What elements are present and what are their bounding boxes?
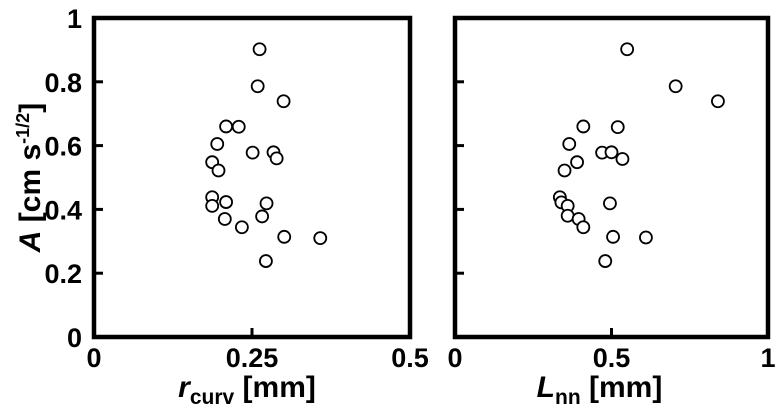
data-point xyxy=(245,145,260,160)
data-point xyxy=(557,163,572,178)
x-axis-label-subscript: curv xyxy=(190,386,235,409)
data-point xyxy=(219,119,233,134)
data-point xyxy=(604,145,619,160)
data-point xyxy=(313,231,328,246)
x-axis-label-unit: [mm] xyxy=(234,371,316,404)
data-point xyxy=(259,196,274,211)
x-axis-label: Lnn [mm] xyxy=(537,371,663,409)
x-tick-label: 0.25 xyxy=(226,343,279,373)
y-axis-label-superscript: -1/2 xyxy=(13,113,33,144)
data-point xyxy=(234,220,249,235)
x-axis-label-unit: [mm] xyxy=(581,371,663,404)
data-point xyxy=(276,94,291,109)
x-tick-label: 0 xyxy=(86,343,101,373)
x-axis-label-symbol: r xyxy=(178,371,192,404)
data-point xyxy=(217,212,232,226)
y-tick-label: 0.6 xyxy=(44,132,82,162)
data-point xyxy=(576,220,591,235)
data-point xyxy=(639,230,653,245)
plot-frame xyxy=(452,15,771,340)
y-tick-label: 1 xyxy=(67,4,82,34)
x-tick-label: 0 xyxy=(447,343,462,373)
y-tick-label: 0.8 xyxy=(44,68,82,98)
y-axis-label-symbol: A xyxy=(14,231,47,254)
data-point xyxy=(570,155,584,170)
data-point xyxy=(603,196,617,211)
data-point xyxy=(562,137,577,151)
x-tick-label: 0.5 xyxy=(391,343,429,373)
y-axis-label-bracket: ] xyxy=(14,103,47,113)
x-axis-label: rcurv [mm] xyxy=(178,371,316,409)
y-tick-label: 0.2 xyxy=(44,259,82,289)
left-panel-rcurv: 0 0.2 0.4 0.6 0.8 1 0 0.25 0.5 rcurv [mm] A [cm s-… xyxy=(13,4,429,409)
data-point xyxy=(210,137,225,151)
data-point xyxy=(711,94,725,109)
data-point xyxy=(250,79,265,94)
data-point xyxy=(259,254,273,268)
x-axis-label-symbol: L xyxy=(537,371,555,404)
plot-frame xyxy=(91,15,413,340)
y-tick-label: 0 xyxy=(67,323,82,353)
data-point xyxy=(615,152,630,166)
y-tick-label: 0.4 xyxy=(44,195,82,225)
right-panel-lnn: 0 0.5 1 Lnn [mm] xyxy=(447,15,776,409)
x-tick-label: 1 xyxy=(760,343,775,373)
x-axis-label-subscript: nn xyxy=(555,386,581,409)
data-point xyxy=(610,120,625,134)
x-tick-label: 0.5 xyxy=(593,343,631,373)
data-point xyxy=(252,42,267,57)
data-point xyxy=(598,254,613,268)
data-point xyxy=(231,119,246,134)
data-point xyxy=(255,209,270,224)
data-point xyxy=(211,163,226,178)
data-point xyxy=(606,229,620,244)
y-axis-label: A [cm s-1/2] xyxy=(13,103,47,253)
data-point xyxy=(205,198,220,213)
data-point xyxy=(277,229,292,244)
data-point xyxy=(668,79,683,94)
data-point xyxy=(269,151,284,166)
data-point xyxy=(219,195,233,209)
y-axis-label-unit: [cm s xyxy=(14,144,47,231)
data-point xyxy=(620,42,635,57)
data-point xyxy=(576,119,591,134)
